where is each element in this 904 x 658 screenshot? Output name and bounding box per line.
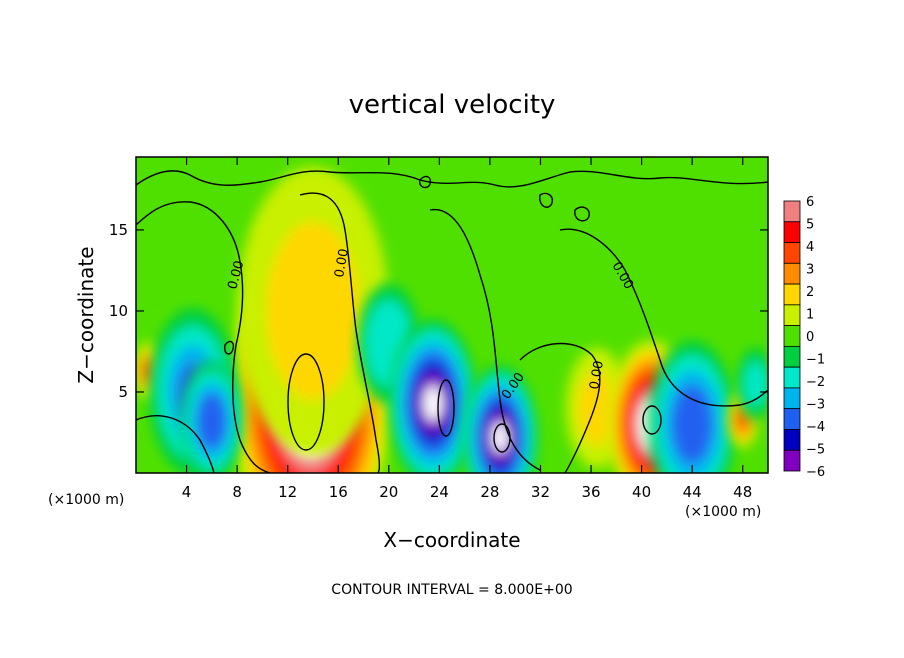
x-unit-right: (×1000 m)	[685, 504, 761, 520]
x-tick-label: 24	[430, 483, 449, 501]
colorbar-label: 4	[806, 240, 814, 255]
field-level-ring	[266, 222, 360, 400]
field-feature	[462, 365, 538, 473]
y-axis-label: Z−coordinate	[74, 246, 98, 383]
x-tick-label: 4	[182, 483, 192, 501]
contour-line-right-column	[559, 228, 768, 407]
colorbar-label: −5	[806, 443, 825, 458]
x-tick-label: 44	[683, 483, 702, 501]
colorbar-label: −6	[806, 465, 825, 480]
colorbar-swatch	[783, 304, 801, 327]
contour-line-low-right	[519, 342, 601, 473]
colorbar-label: 3	[806, 263, 814, 278]
contour-loop-small-1	[419, 175, 432, 189]
x-axis-label: X−coordinate	[383, 528, 520, 552]
y-ticks: 5 10 15	[109, 221, 768, 401]
field-feature	[180, 361, 244, 473]
colorbar-swatch	[783, 429, 801, 451]
field-level-ring	[374, 316, 403, 371]
contour-label: 0.00	[225, 259, 247, 291]
contour-loop-small-3	[539, 192, 554, 208]
contour-label: 0.00	[587, 360, 607, 391]
contour-labels: 0.00 0.00 0.00 0.00 0.00	[225, 248, 636, 403]
x-unit-left: (×1000 m)	[48, 492, 124, 508]
contour-line-top	[136, 170, 768, 188]
colorbar-swatch	[783, 408, 801, 430]
colorbar-swatch	[783, 221, 801, 243]
colorbar-swatch	[783, 262, 801, 285]
contour-loop-big-updraft	[287, 353, 325, 451]
colorbar-swatch	[783, 387, 801, 410]
colorbar-label: 0	[806, 330, 814, 345]
colorbar-label: 1	[806, 308, 814, 323]
contour-loop-small-2	[574, 206, 590, 222]
y-tick-label: 15	[109, 221, 128, 239]
x-tick-label: 12	[278, 483, 297, 501]
y-tick-label: 10	[109, 302, 128, 320]
contour-loop-downdraft-29	[493, 423, 511, 453]
contour-line-mid	[429, 208, 541, 471]
colorbar-label: −3	[806, 398, 825, 413]
contour-label: 0.00	[332, 248, 352, 279]
contour-line-left-column	[136, 201, 271, 473]
plot-area: 0.00 0.00 0.00 0.00 0.00	[136, 157, 768, 473]
field-feature	[647, 340, 737, 473]
colorbar-swatch	[783, 345, 801, 368]
colorbar-swatch	[783, 283, 801, 306]
contour-loop-small-4	[223, 340, 235, 355]
colorbar-label: −2	[806, 375, 825, 390]
colorbar-swatch	[783, 449, 801, 472]
colorbar-label: 5	[806, 218, 814, 233]
colorbar-label: 6	[806, 195, 814, 210]
colorbar-label: −4	[806, 420, 825, 435]
colorbar: 6 5 4 3 2 1 0 −1 −2 −3 −4 −5 −6	[783, 195, 825, 480]
field-feature	[388, 319, 478, 473]
x-tick-label: 16	[329, 483, 348, 501]
contour-interval-note: CONTOUR INTERVAL = 8.000E+00	[331, 582, 572, 598]
contour-line-center-column	[299, 192, 381, 473]
zero-contours	[136, 170, 768, 473]
colorbar-swatch	[783, 200, 801, 223]
colorbar-swatch	[783, 325, 801, 347]
x-tick-label: 28	[480, 483, 499, 501]
chart-title: vertical velocity	[349, 90, 556, 120]
contour-loop-downdraft-24	[437, 379, 455, 437]
field-blobs	[136, 166, 768, 473]
x-ticks: 4 8 12 16 20 24 28 32 36 40 44 48	[182, 157, 752, 501]
colorbar-swatch	[783, 242, 801, 264]
x-tick-label: 48	[733, 483, 752, 501]
field-feature	[237, 166, 389, 456]
plot-frame	[135, 156, 769, 474]
y-tick-label: 5	[118, 383, 128, 401]
colorbar-label: 2	[806, 285, 814, 300]
x-tick-label: 36	[581, 483, 600, 501]
colorbar-swatch	[783, 366, 801, 389]
contour-line-left-low	[136, 415, 215, 473]
colorbar-label: −1	[806, 353, 825, 368]
field-level-ring	[737, 409, 748, 430]
field-level-ring	[679, 400, 705, 449]
x-tick-label: 32	[531, 483, 550, 501]
x-tick-label: 8	[232, 483, 242, 501]
contour-loop-updraft-40	[642, 405, 662, 435]
x-tick-label: 20	[379, 483, 398, 501]
x-tick-label: 40	[632, 483, 651, 501]
field-level-ring	[202, 403, 221, 439]
